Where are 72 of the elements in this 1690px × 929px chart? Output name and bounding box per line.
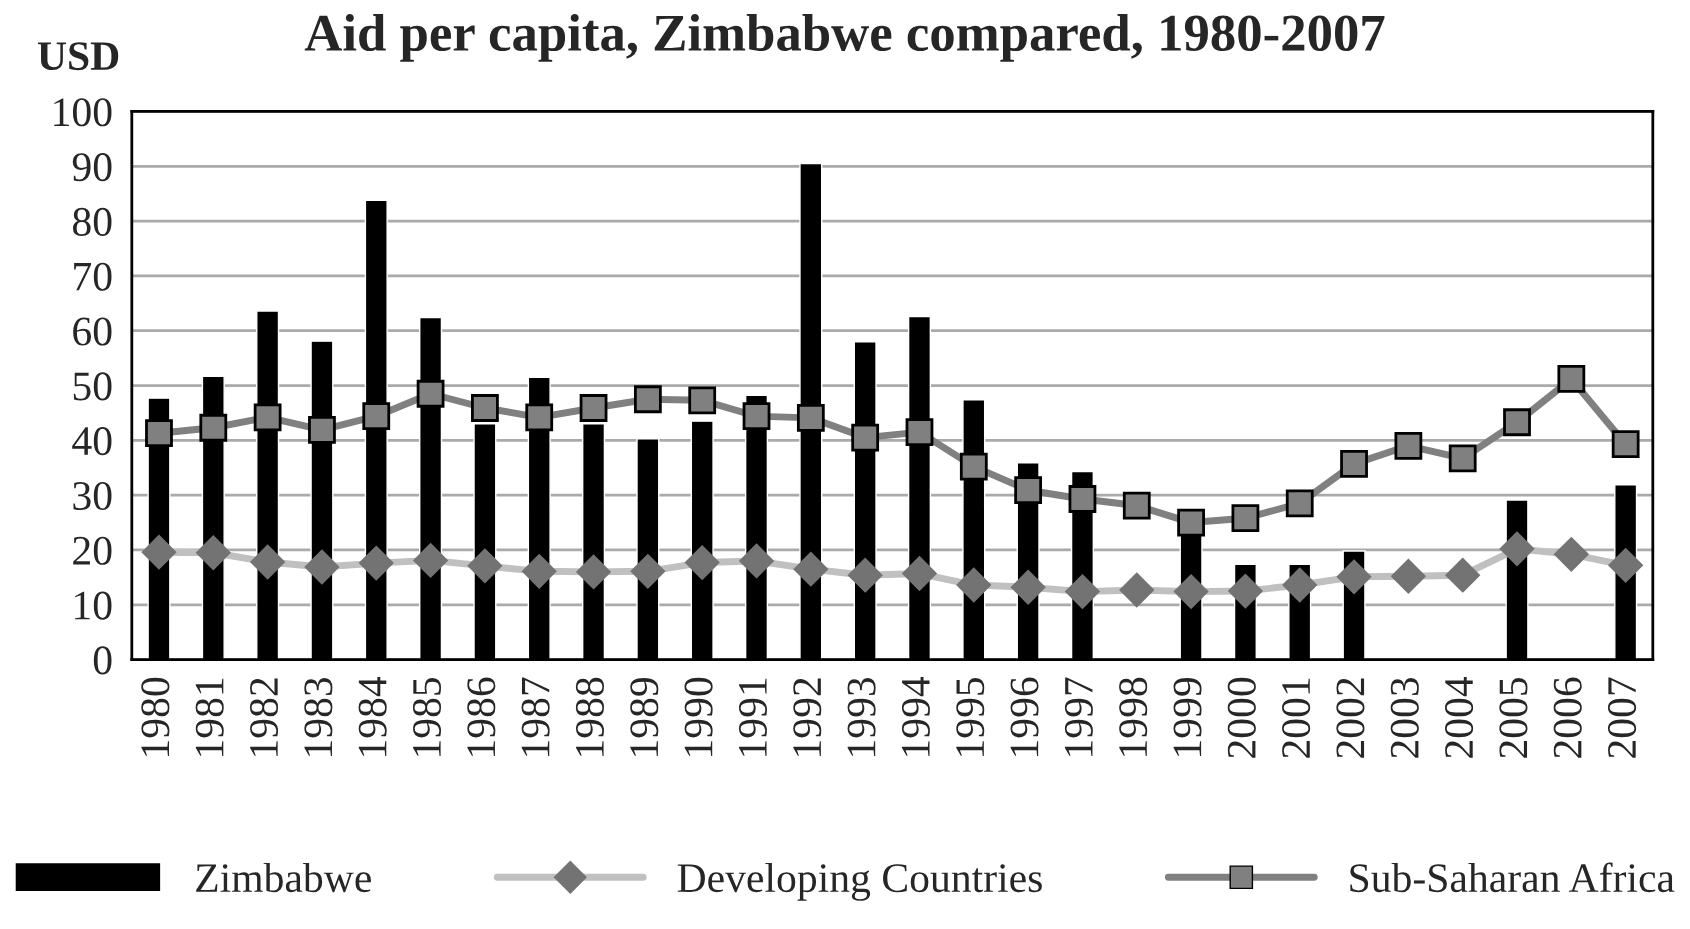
point: [1231, 504, 1260, 533]
x-tick-label: 2006: [1553, 677, 1582, 758]
y-tick-label: 40: [72, 427, 112, 456]
y-tick-label: 80: [72, 207, 112, 236]
x-tick-label: 1987: [521, 677, 550, 756]
point: [1014, 476, 1043, 505]
x-tick-label: 1988: [575, 677, 604, 756]
point: [1557, 365, 1586, 393]
x-tick-label: 1992: [793, 678, 822, 756]
point: [145, 419, 173, 448]
point: [742, 402, 771, 431]
legend-label: Sub-Saharan Africa: [1350, 862, 1675, 893]
y-tick-label: 30: [73, 481, 112, 511]
point: [471, 394, 499, 422]
x-tick-label: 2003: [1390, 677, 1419, 758]
point: [1177, 508, 1205, 537]
point: [253, 403, 282, 432]
y-axis-title: USD: [37, 42, 119, 71]
x-tick-label: 1983: [304, 677, 333, 756]
point: [199, 413, 228, 442]
point: [1448, 444, 1477, 473]
x-tick-label: 1985: [412, 677, 442, 756]
point: [688, 386, 717, 415]
point: [633, 385, 662, 414]
x-tick-label: 2005: [1499, 677, 1528, 758]
x-tick-label: 1990: [684, 677, 713, 756]
point: [851, 423, 880, 452]
x-tick-label: 1981: [195, 678, 224, 756]
legend-label: Developing Countries: [677, 862, 1042, 901]
x-tick-label: 2002: [1336, 678, 1365, 758]
x-tick-label: 2004: [1445, 676, 1474, 758]
point: [1122, 491, 1151, 520]
point: [959, 452, 988, 481]
x-tick-label: 2000: [1227, 677, 1256, 758]
point: [308, 416, 336, 444]
legend-label: Zimbabwe: [196, 862, 371, 893]
point: [1611, 430, 1640, 459]
point: [1394, 431, 1423, 460]
y-tick-label: 0: [93, 646, 112, 675]
x-tick-label: 1989: [630, 677, 659, 756]
x-tick-label: 1980: [141, 677, 170, 756]
y-tick-label: 20: [73, 536, 112, 565]
point: [525, 403, 554, 432]
x-tick-label: 1999: [1173, 677, 1202, 756]
x-tick-label: 2001: [1282, 678, 1311, 758]
x-tick-label: 1982: [249, 678, 279, 756]
point: [362, 402, 391, 431]
point: [1068, 485, 1097, 513]
y-tick-label: 70: [74, 262, 112, 291]
x-tick-label: 1993: [847, 677, 876, 756]
x-tick-label: 1998: [1119, 677, 1148, 756]
point: [1340, 450, 1368, 478]
point: [796, 403, 825, 432]
point: [1503, 408, 1531, 437]
x-tick-label: 1997: [1064, 677, 1093, 756]
x-tick-label: 1995: [956, 677, 985, 756]
point: [579, 394, 608, 422]
y-tick-label: 60: [73, 317, 112, 346]
x-tick-label: 1984: [358, 676, 387, 756]
x-tick-label: 1994: [901, 676, 930, 756]
chart-title: Aid per capita, Zimbabwe compared, 1980-2007: [304, 13, 1385, 62]
x-tick-label: 1996: [1010, 677, 1039, 756]
y-tick-label: 50: [73, 372, 112, 401]
y-tick-label: 100: [54, 98, 112, 127]
x-tick-label: 2007: [1607, 677, 1637, 758]
x-tick-label: 1986: [467, 677, 496, 756]
point: [905, 418, 934, 447]
point: [416, 379, 445, 408]
point: [1285, 489, 1314, 518]
x-tick-label: 1991: [738, 678, 767, 756]
y-tick-label: 10: [75, 591, 112, 620]
y-tick-label: 90: [72, 153, 112, 182]
